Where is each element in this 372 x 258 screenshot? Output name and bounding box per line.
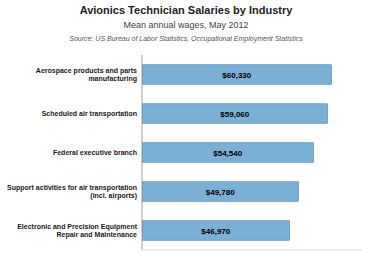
bar <box>142 182 298 202</box>
category-label: Aerospace products and partsmanufacturin… <box>36 67 137 84</box>
data-label: $59,060 <box>220 110 249 119</box>
bar <box>142 65 332 85</box>
category-label: Electronic and Precision EquipmentRepair… <box>17 223 137 240</box>
bars <box>142 65 332 241</box>
y-axis-line <box>142 55 143 250</box>
data-label: $49,780 <box>206 188 235 197</box>
data-label: $54,540 <box>213 149 242 158</box>
category-label: Support activities for air transportatio… <box>7 184 137 201</box>
data-labels: $46,970 $49,780 $54,540 $59,060 $60,330 <box>201 71 251 236</box>
bar <box>142 221 290 241</box>
subtitle: Mean annual wages, May 2012 <box>123 20 248 30</box>
chart-svg: Avionics Technician Salaries by Industry… <box>0 0 372 258</box>
category-label: Scheduled air transportation <box>42 110 137 118</box>
data-label: $60,330 <box>222 71 251 80</box>
source-note: Source: US Bureau of Labor Statistics, O… <box>69 35 303 43</box>
category-label: Federal executive branch <box>53 149 137 156</box>
title: Avionics Technician Salaries by Industry <box>80 4 294 16</box>
x-axis-line <box>142 250 362 251</box>
bar <box>142 143 313 163</box>
bar <box>142 104 328 124</box>
data-label: $46,970 <box>201 227 230 236</box>
chart-container: Avionics Technician Salaries by Industry… <box>0 0 372 258</box>
y-tick-labels: Electronic and Precision EquipmentRepair… <box>7 67 138 240</box>
